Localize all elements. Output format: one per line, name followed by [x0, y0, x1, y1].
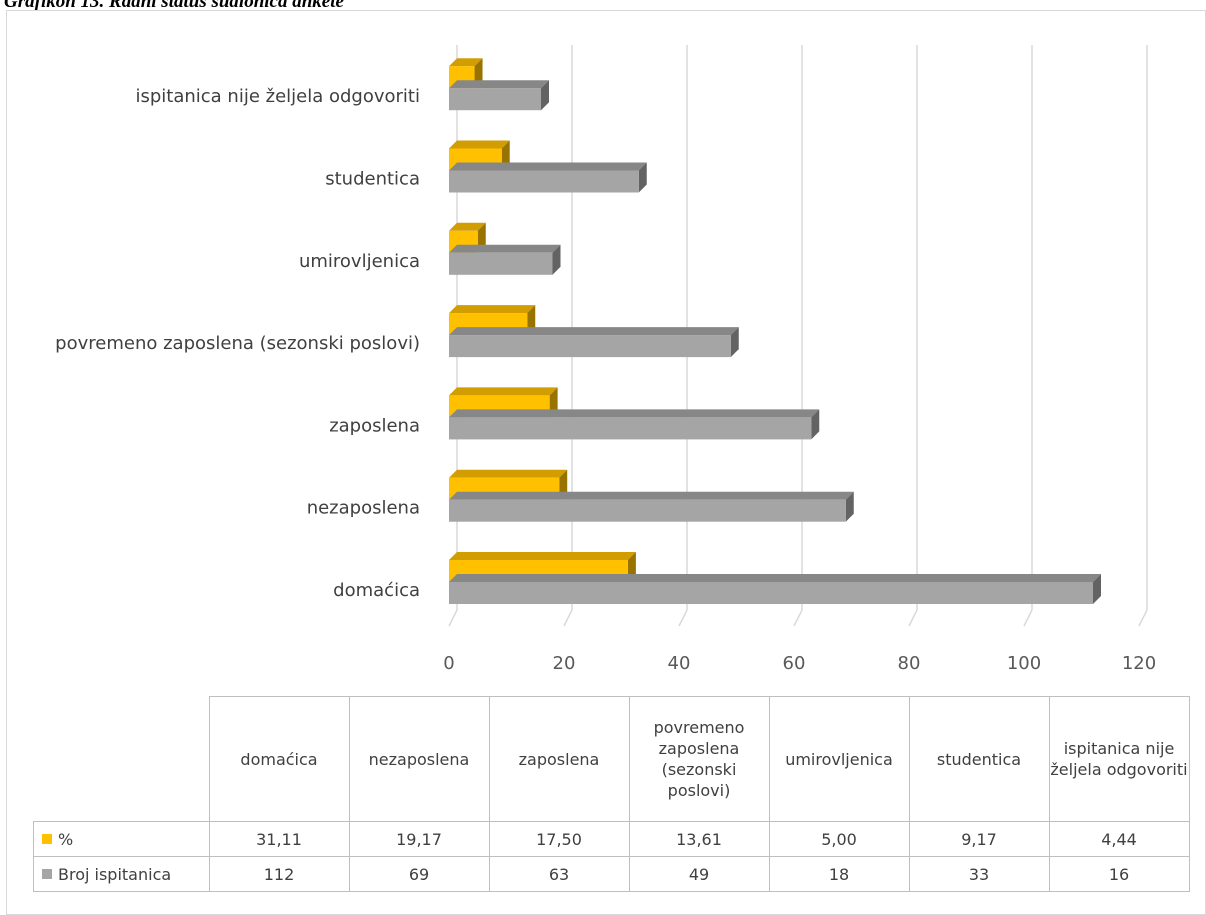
table-cell: 17,50: [488, 821, 630, 857]
header-cell: zaposlena: [488, 696, 630, 822]
chart-caption: Grafikon 13. Radni status sudionica anke…: [4, 0, 344, 12]
table-cell: 5,00: [768, 821, 910, 857]
category-label: domaćica: [333, 580, 420, 601]
gridline-floor: [1023, 609, 1033, 627]
legend-label: %: [58, 829, 74, 849]
category-label: ispitanica nije željela odgovoriti: [135, 86, 420, 107]
table-cell: 33: [908, 856, 1050, 892]
gridline-floor: [908, 609, 918, 627]
bar-count-side: [552, 244, 561, 275]
bar-count-face: [449, 170, 639, 193]
legend-swatch-count: [42, 869, 52, 879]
tick-label: 40: [668, 653, 691, 674]
bar-count-side: [1093, 574, 1101, 604]
table-cell: 69: [348, 856, 490, 892]
bar-count-side: [845, 491, 854, 522]
category-label: umirovljenica: [299, 251, 420, 272]
legend-entry-count: Broj ispitanica: [33, 856, 210, 892]
bar-count-face: [449, 335, 731, 358]
bar-count-side: [638, 162, 647, 193]
data-table: domaćica nezaposlena zaposlena povremeno…: [33, 696, 1190, 892]
data-table-corner: [33, 696, 210, 822]
category-label: zaposlena: [329, 415, 420, 436]
tick-label: 120: [1122, 653, 1156, 674]
table-cell: 112: [208, 856, 350, 892]
bar-percent-top: [449, 222, 486, 231]
category-label: studentica: [325, 169, 420, 190]
bar-count: [449, 162, 647, 193]
table-row: Broj ispitanica 112 69 63 49 18 33 16: [33, 856, 1190, 892]
bar-percent-top: [449, 387, 558, 396]
bar-count-top: [449, 244, 561, 253]
bars: [449, 58, 1101, 604]
header-cell: umirovljenica: [768, 696, 910, 822]
table-cell: 63: [488, 856, 630, 892]
bar-count: [449, 409, 820, 440]
header-cell: nezaposlena: [348, 696, 490, 822]
bar-count-face: [449, 252, 553, 275]
tick-label: 20: [553, 653, 576, 674]
bar-count-side: [811, 409, 820, 440]
bar-percent-top: [449, 140, 510, 149]
bar-count-top: [449, 327, 739, 336]
table-cell: 16: [1048, 856, 1190, 892]
legend-entry-percent: %: [33, 821, 210, 857]
legend-label: Broj ispitanica: [58, 864, 172, 884]
bar-count: [449, 244, 561, 275]
table-cell: 49: [628, 856, 770, 892]
bar-count-top: [449, 574, 1101, 582]
tick-label: 80: [898, 653, 921, 674]
bar-percent-top: [449, 305, 536, 314]
tick-label: 0: [443, 653, 454, 674]
bar-count: [449, 327, 739, 358]
table-cell: 31,11: [208, 821, 350, 857]
bar-count-top: [449, 162, 647, 171]
bar-chart: domaćica nezaposlena zaposlena povremeno za…: [55, 45, 1156, 674]
tick-label: 60: [783, 653, 806, 674]
table-cell: 4,44: [1048, 821, 1190, 857]
table-cell: 19,17: [348, 821, 490, 857]
header-cell: ispitanica nije željela odgovoriti: [1048, 696, 1190, 822]
tick-labels: 0 20 40 60 80 100 120: [443, 653, 1156, 674]
table-cell: 18: [768, 856, 910, 892]
bar-count: [449, 574, 1101, 604]
bar-count-side: [730, 327, 739, 358]
gridline-floor: [563, 609, 573, 627]
gridline-floor: [448, 609, 458, 627]
category-label: povremeno zaposlena (sezonski poslovi): [55, 333, 420, 354]
gridline-floor: [678, 609, 688, 627]
bar-count-top: [449, 491, 854, 500]
bar-percent-top: [449, 469, 568, 478]
header-cell: povremeno zaposlena (sezonski poslovi): [628, 696, 770, 822]
category-labels: domaćica nezaposlena zaposlena povremeno za…: [55, 86, 420, 601]
table-cell: 13,61: [628, 821, 770, 857]
bar-count-face: [449, 417, 812, 440]
header-cell: domaćica: [208, 696, 350, 822]
bar-count-face: [449, 582, 1093, 604]
bar-count-face: [449, 499, 846, 522]
bar-percent-top: [449, 58, 483, 67]
bar-percent-top: [449, 552, 636, 560]
table-cell: 9,17: [908, 821, 1050, 857]
bar-count-top: [449, 80, 549, 89]
bar-count-top: [449, 409, 820, 418]
legend-swatch-percent: [42, 834, 52, 844]
bar-count: [449, 80, 549, 111]
category-label: nezaposlena: [307, 498, 420, 519]
tick-label: 100: [1007, 653, 1041, 674]
gridline-floor: [793, 609, 803, 627]
bar-count-side: [541, 80, 549, 111]
gridline-floor: [1138, 609, 1148, 627]
bar-count: [449, 491, 854, 522]
bar-count-face: [449, 88, 541, 111]
header-cell: studentica: [908, 696, 1050, 822]
table-row: % 31,11 19,17 17,50 13,61 5,00 9,17 4,44: [33, 821, 1190, 857]
